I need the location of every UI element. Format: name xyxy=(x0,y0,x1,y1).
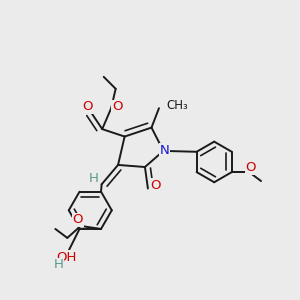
Text: O: O xyxy=(112,100,122,113)
Text: O: O xyxy=(245,161,256,174)
Text: O: O xyxy=(73,214,83,226)
Text: OH: OH xyxy=(56,251,76,264)
Text: O: O xyxy=(150,179,160,192)
Text: O: O xyxy=(82,100,92,113)
Text: H: H xyxy=(54,258,64,271)
Text: N: N xyxy=(160,143,170,157)
Text: CH₃: CH₃ xyxy=(167,99,188,112)
Text: H: H xyxy=(88,172,98,185)
